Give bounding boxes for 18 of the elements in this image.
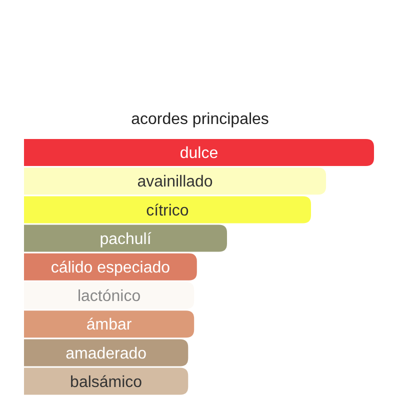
chart-title: acordes principales bbox=[131, 111, 269, 128]
bar bbox=[24, 168, 326, 195]
y-tick-label: lactónico bbox=[77, 288, 141, 306]
y-tick-label: amaderado bbox=[66, 345, 147, 362]
bar bbox=[24, 282, 194, 309]
bar bbox=[24, 310, 194, 338]
y-tick-label: cálido especiado bbox=[50, 260, 170, 276]
bar bbox=[24, 224, 227, 252]
bar bbox=[24, 139, 374, 166]
y-tick-label: pachulí bbox=[100, 230, 152, 248]
y-tick-label: avainillado bbox=[137, 174, 213, 191]
bar bbox=[24, 339, 188, 366]
y-tick-label: dulce bbox=[180, 145, 218, 162]
y-tick-label: cítrico bbox=[146, 202, 189, 220]
bar bbox=[24, 196, 311, 224]
bar bbox=[24, 368, 188, 395]
y-tick-label: ámbar bbox=[86, 316, 132, 334]
y-tick-label: balsámico bbox=[70, 374, 142, 391]
